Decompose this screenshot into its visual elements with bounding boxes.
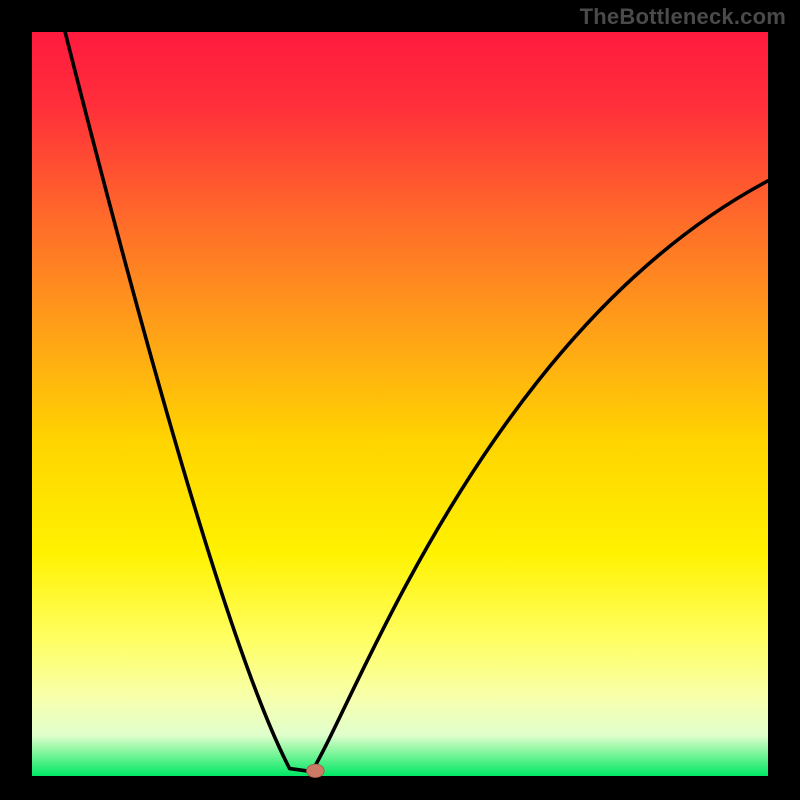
minimum-marker (307, 764, 325, 777)
bottleneck-curve-svg (0, 0, 800, 800)
plot-background (32, 32, 768, 776)
watermark-text: TheBottleneck.com (580, 4, 786, 30)
